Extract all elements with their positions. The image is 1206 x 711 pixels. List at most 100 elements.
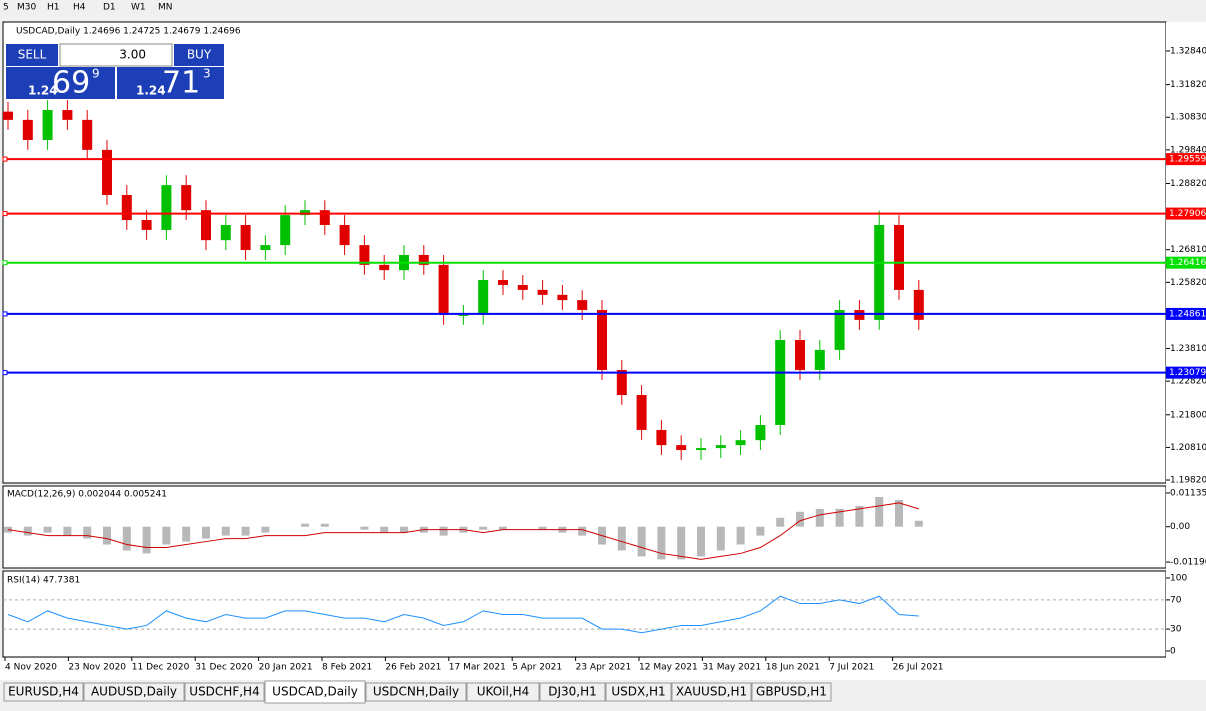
- candle-body: [676, 445, 687, 451]
- tab[interactable]: [264, 680, 366, 704]
- y-tick-label: 1.25820: [1170, 278, 1206, 288]
- y-tick-label: 0.00: [1170, 522, 1190, 532]
- macd-bar: [835, 508, 844, 527]
- lot-box[interactable]: [59, 43, 173, 67]
- macd-bar: [380, 526, 389, 533]
- candle-body: [220, 224, 231, 241]
- candle-body: [577, 300, 588, 311]
- macd-bar: [320, 523, 329, 527]
- timeframe-button[interactable]: W1: [131, 3, 146, 13]
- x-tick-label: 8 Feb 2021: [322, 663, 372, 673]
- candle-body: [795, 339, 805, 370]
- candle-body: [161, 185, 172, 230]
- level-tag: [1166, 307, 1206, 320]
- sell-button[interactable]: [6, 44, 58, 66]
- candle-body: [3, 111, 13, 120]
- y-tick-label: 70: [1170, 595, 1182, 605]
- macd-bar: [142, 526, 151, 554]
- tab-label: USDCAD,Daily: [272, 685, 358, 699]
- x-tick-label: 12 May 2021: [639, 663, 698, 673]
- macd-bar: [103, 526, 111, 545]
- candle-body: [874, 224, 885, 320]
- macd-bar: [162, 526, 171, 545]
- macd-bar: [439, 526, 448, 536]
- tab[interactable]: [3, 682, 84, 702]
- level-label: 1.23079: [1169, 368, 1206, 378]
- tab-label: AUDUSD,Daily: [91, 685, 177, 699]
- level-tag: [1166, 366, 1206, 379]
- timeframe-button[interactable]: MN: [158, 3, 173, 13]
- macd-bar: [637, 526, 646, 557]
- candle-body: [537, 289, 548, 295]
- tab[interactable]: [751, 682, 832, 702]
- macd-bar: [914, 520, 923, 527]
- level-handle: [2, 211, 8, 217]
- x-tick-label: 31 May 2021: [702, 663, 761, 673]
- macd-bar: [538, 526, 547, 530]
- time-axis: [0, 658, 1206, 680]
- macd-bar: [697, 526, 705, 557]
- candle-body: [62, 109, 73, 120]
- macd-bar: [855, 505, 864, 527]
- candle-body: [636, 395, 647, 430]
- candle-body: [616, 369, 627, 396]
- y-tick-label: 1.23810: [1170, 344, 1206, 354]
- tab[interactable]: [365, 682, 467, 702]
- x-tick-label: 17 Mar 2021: [449, 663, 506, 673]
- candle-body: [894, 224, 904, 290]
- x-tick-label: 23 Apr 2021: [576, 663, 632, 673]
- candle-body: [597, 310, 607, 370]
- rsi-title: RSI(14) 47.7381: [7, 576, 80, 586]
- level-handle: [2, 156, 8, 162]
- price-axis: [1166, 22, 1206, 658]
- tab[interactable]: [605, 682, 672, 702]
- macd-bar: [875, 496, 884, 527]
- tab[interactable]: [184, 682, 265, 702]
- candle-body: [854, 310, 865, 320]
- x-tick-label: 26 Jul 2021: [893, 663, 944, 673]
- buy-label: BUY: [187, 48, 212, 62]
- tab[interactable]: [671, 682, 752, 702]
- macd-bar: [400, 526, 408, 533]
- tab-label: XAUUSD,H1: [676, 685, 747, 699]
- bid-big: 1.24: [28, 84, 58, 98]
- ask-box: [117, 67, 224, 99]
- macd-bar: [796, 511, 804, 527]
- candle-body: [359, 245, 370, 265]
- tab-label: DJ30,H1: [548, 685, 597, 699]
- candle-body: [498, 280, 508, 285]
- candle-body: [141, 220, 152, 230]
- y-tick-label: 1.31820: [1170, 80, 1206, 90]
- timeframe-button[interactable]: M30: [17, 3, 36, 13]
- buy-button[interactable]: [174, 44, 224, 66]
- candle-body: [82, 119, 93, 150]
- timeframe-button[interactable]: D1: [103, 3, 116, 13]
- level-tag: [1166, 207, 1206, 220]
- macd-bar: [221, 526, 230, 536]
- rsi-panel: [2, 570, 1167, 658]
- candle-body: [478, 280, 489, 315]
- candle-body: [379, 264, 390, 271]
- timeframe-button[interactable]: H4: [73, 3, 86, 13]
- tab-label: GBPUSD,H1: [756, 685, 827, 699]
- tab[interactable]: [83, 682, 185, 702]
- macd-bar: [736, 526, 745, 545]
- ask-main: 71: [162, 66, 200, 101]
- timeframe-button[interactable]: H1: [47, 3, 60, 13]
- macd-bar: [43, 526, 52, 533]
- macd-bar: [578, 526, 587, 536]
- timeframe-button[interactable]: 5: [3, 3, 9, 13]
- bid-box: [6, 67, 115, 99]
- level-tag: [1166, 256, 1206, 269]
- candle-body: [121, 195, 132, 221]
- y-tick-label: 0: [1170, 647, 1176, 657]
- tab[interactable]: [539, 682, 606, 702]
- macd-bar: [716, 526, 725, 551]
- macd-bar: [776, 517, 785, 527]
- candle-body: [775, 339, 786, 426]
- macd-bar: [182, 526, 191, 542]
- macd-bar: [202, 526, 210, 539]
- tab[interactable]: [466, 682, 540, 702]
